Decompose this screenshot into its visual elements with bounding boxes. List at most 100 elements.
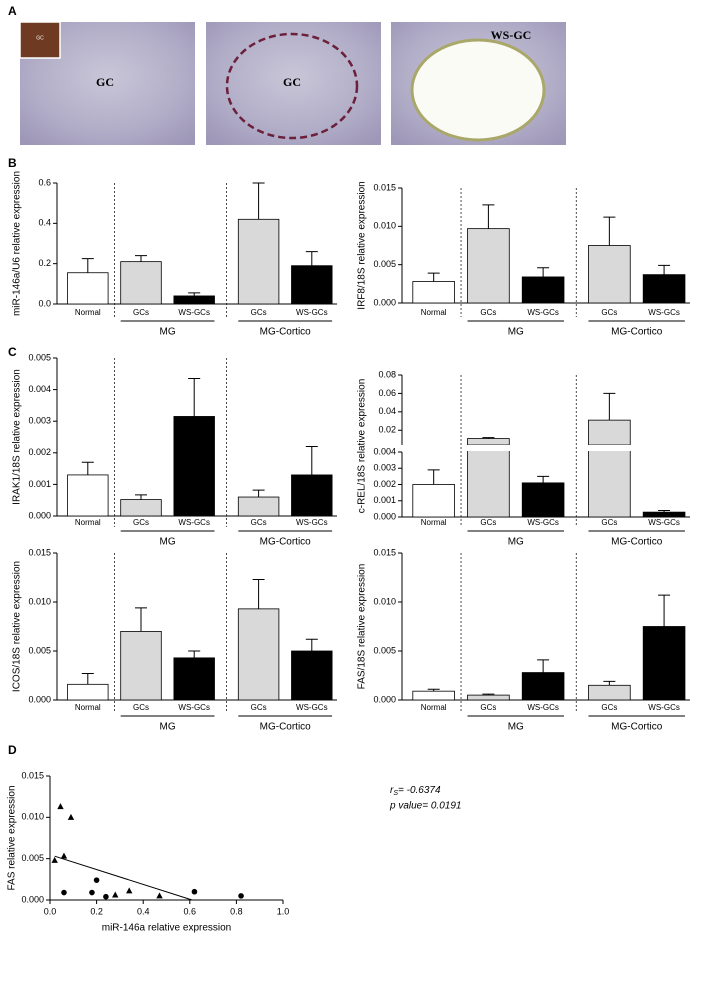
x-tick-label: 1.0 <box>277 906 290 916</box>
inset-image <box>19 21 61 59</box>
y-axis-label: c-REL/18S relative expression <box>357 379 368 514</box>
error-bar <box>252 182 265 220</box>
y-tick-label: 0.010 <box>373 596 396 606</box>
y-tick-label: 0.010 <box>373 221 396 231</box>
group-label: MG <box>160 722 176 733</box>
dashed-outline <box>225 32 359 140</box>
y-tick-label: 0.6 <box>38 177 51 187</box>
y-tick-label: 0.015 <box>28 547 51 557</box>
x-tick-label: WS-GCs <box>296 518 328 527</box>
x-tick-label: WS-GCs <box>178 703 210 712</box>
group-label: MG-Cortico <box>611 537 663 548</box>
y-tick-label: 0.010 <box>28 596 51 606</box>
y-tick-label: 0.010 <box>21 812 44 822</box>
bar <box>521 482 565 517</box>
x-tick-label: 0.6 <box>184 906 197 916</box>
error-bar <box>305 638 318 651</box>
bar-chart: 0.000 0.005 0.010 0.015 FAS/18S relative exp… <box>357 547 690 733</box>
group-label: MG <box>160 537 176 548</box>
y-tick-label: 0.04 <box>378 406 396 416</box>
error-bar <box>135 607 147 632</box>
bar-chart: 0.000 0.001 0.002 0.003 0.004 0.02 0.04 0.06 0.0… <box>357 0 690 548</box>
bar <box>467 694 510 700</box>
group-label: MG <box>160 327 176 338</box>
group-label: MG-Cortico <box>611 327 663 338</box>
bar <box>237 608 280 700</box>
bar <box>467 228 510 303</box>
error-bar <box>603 216 616 246</box>
y-tick-label: 0.005 <box>28 645 51 655</box>
x-axis-label: miR-146a relative expression <box>102 923 232 934</box>
point <box>103 893 109 900</box>
y-tick-label: 0.004 <box>373 446 396 456</box>
point <box>112 891 119 898</box>
group-label: MG-Cortico <box>260 327 312 338</box>
error-bar <box>252 489 265 498</box>
group-label: MG-Cortico <box>260 722 312 733</box>
y-axis-label: ICOS/18S relative expression <box>12 561 23 692</box>
bar <box>642 511 686 517</box>
bar-chart: 0.000 0.001 0.002 0.003 0.004 0.005 IRAK1/18S … <box>12 352 337 548</box>
error-bar <box>427 469 440 485</box>
image-label: GC <box>96 75 114 89</box>
error-bar <box>305 445 318 475</box>
point <box>51 856 58 863</box>
y-tick-label: 0.004 <box>28 384 51 394</box>
fit-line <box>54 855 193 901</box>
bar <box>521 672 565 700</box>
correlation-symbol: r <box>390 785 394 796</box>
x-tick-label: GCs <box>251 308 267 317</box>
y-tick-label: 0.06 <box>378 388 396 398</box>
error-bar <box>188 292 201 296</box>
group-label: MG-Cortico <box>611 722 663 733</box>
micrograph: WS-GC <box>391 22 566 145</box>
y-tick-label: 0.005 <box>21 853 44 863</box>
x-tick-label: WS-GCs <box>527 518 559 527</box>
micrograph: GC GC <box>19 21 195 145</box>
y-axis-label: FAS relative expression <box>7 785 18 890</box>
bar-chart: 0.0 0.2 0.4 0.6 miR-146a/U6 relative express… <box>12 171 337 338</box>
error-bar <box>603 392 616 421</box>
point <box>89 889 95 896</box>
y-tick-label: 0.005 <box>373 259 396 269</box>
p-value-annotation: p value= 0.0191 <box>389 801 461 812</box>
x-tick-label: 0.8 <box>230 906 243 916</box>
error-bar <box>658 510 671 513</box>
y-tick-label: 0.003 <box>373 463 396 473</box>
error-bar <box>305 251 318 266</box>
bar <box>291 265 333 304</box>
group-label: MG <box>508 722 524 733</box>
point <box>156 892 163 899</box>
bar <box>67 272 109 304</box>
x-tick-label: GCs <box>133 703 149 712</box>
y-tick-label: 0.005 <box>28 352 51 362</box>
y-axis-label: IRAK1/18S relative expression <box>12 369 23 505</box>
bar <box>642 626 686 700</box>
y-axis-label: IRF8/18S relative expression <box>357 181 368 309</box>
error-bar <box>603 0 615 13</box>
error-bar <box>482 437 495 439</box>
bar <box>412 690 455 700</box>
y-tick-label: 0.02 <box>378 425 396 435</box>
panel-label: C <box>8 345 17 359</box>
point <box>67 813 75 820</box>
point <box>57 803 64 810</box>
x-tick-label: WS-GCs <box>648 308 680 317</box>
bar <box>291 650 333 700</box>
bar <box>173 657 215 700</box>
group-label: MG-Cortico <box>260 537 312 548</box>
error-bar <box>482 693 495 696</box>
y-tick-label: 0.4 <box>38 218 51 228</box>
bar <box>120 499 162 516</box>
x-tick-label: Normal <box>75 703 101 712</box>
x-tick-label: WS-GCs <box>648 518 680 527</box>
y-tick-label: 0.000 <box>21 894 44 904</box>
group-label: MG <box>508 537 524 548</box>
error-bar <box>81 461 94 475</box>
error-bar <box>135 494 147 500</box>
error-bar <box>658 264 671 275</box>
x-tick-label: WS-GCs <box>527 703 559 712</box>
point <box>60 852 68 859</box>
